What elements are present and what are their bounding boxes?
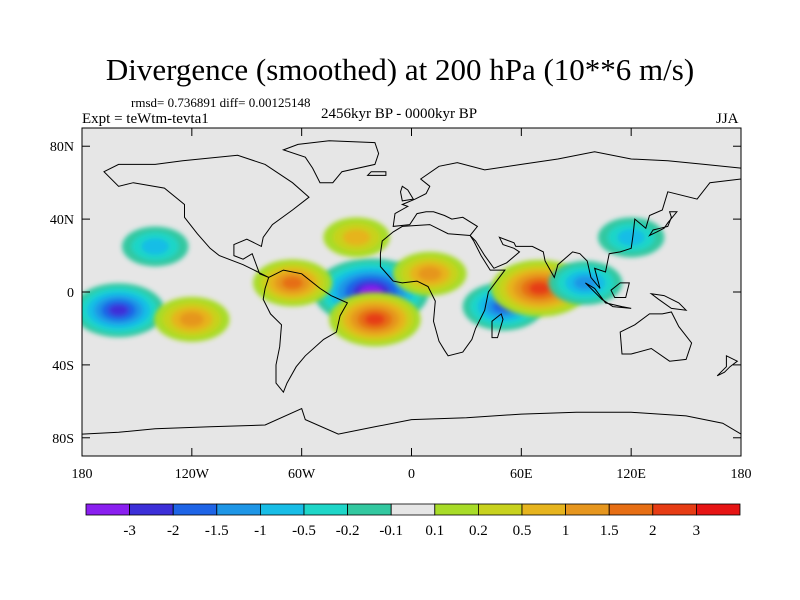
colorbar: -3 -2 -1.5 -1 -0.5 -0.2 -0.1 0.1 0.2 0.5 1 1.5 2 3 — [85, 503, 741, 539]
anomaly-11 — [122, 226, 189, 267]
coastline-iceland — [366, 171, 387, 176]
anomaly-core — [423, 269, 437, 278]
colorbar-box — [652, 503, 697, 516]
x-tick-label: 180 — [72, 467, 93, 482]
colorbar-label: 1 — [562, 523, 570, 539]
anomaly-core — [530, 283, 549, 294]
coastline-north-america — [103, 154, 310, 278]
colorbar-label: -3 — [123, 523, 136, 539]
colorbar-box — [85, 503, 130, 516]
colorbar-box — [347, 503, 392, 516]
coastline-new-zealand — [716, 354, 739, 377]
colorbar-box — [129, 503, 174, 516]
coastline-antarctica — [82, 407, 741, 435]
x-tick-label: 0 — [408, 467, 415, 482]
colorbar-box — [565, 503, 610, 516]
coastline-indonesia — [585, 282, 632, 309]
coastline-australia — [619, 311, 693, 362]
anomaly-7 — [393, 251, 467, 296]
y-axis: 80N 40N 0 40S 80S — [50, 140, 741, 447]
colorbar-box — [477, 503, 523, 516]
anomaly-5 — [253, 259, 333, 307]
coastline-africa — [379, 224, 506, 357]
coastline-south-america — [262, 269, 349, 394]
anomaly-core — [285, 278, 300, 288]
colorbar-label: 1.5 — [600, 523, 619, 539]
anomaly-core — [110, 305, 127, 316]
colorbar-label: 0.2 — [469, 523, 488, 539]
anomaly-9 — [323, 217, 390, 258]
x-tick-label: 120W — [175, 467, 210, 482]
colorbar-label: -1 — [254, 523, 267, 539]
experiment-label: Expt = teWtm-tevta1 — [82, 111, 209, 127]
colorbar-label: -1.5 — [205, 523, 229, 539]
chart-title: Divergence (smoothed) at 200 hPa (10**6 … — [105, 52, 695, 87]
colorbar-box — [216, 503, 261, 516]
coastline-new-guinea — [649, 293, 688, 311]
anomaly-core — [625, 233, 638, 241]
coastline-japan — [648, 211, 678, 237]
anomaly-4 — [329, 292, 421, 347]
anomaly-core — [350, 233, 363, 241]
anomaly-core — [185, 315, 199, 324]
x-tick-label: 120E — [616, 467, 646, 482]
coastline-madagascar — [491, 313, 504, 339]
colorbar-label: 0.5 — [513, 523, 532, 539]
colorbar-box — [696, 503, 741, 516]
colorbar-box — [303, 503, 348, 516]
colorbar-label: -2 — [167, 523, 180, 539]
stats-label: rmsd= 0.736891 diff= 0.00125148 — [131, 95, 311, 110]
colorbar-label: 0.1 — [425, 523, 444, 539]
anomaly-field — [82, 217, 665, 347]
anomaly-1 — [82, 283, 165, 338]
period-label: 2456kyr BP - 0000kyr BP — [321, 106, 478, 122]
anomaly-core — [149, 242, 162, 251]
colorbar-box — [521, 503, 566, 516]
x-axis: 180 120W 60W 0 60E 120E 180 — [72, 128, 752, 482]
colorbar-box — [434, 503, 479, 516]
y-tick-label: 80S — [52, 432, 74, 447]
coastline-eurasia — [392, 151, 741, 289]
colorbar-label: -0.5 — [292, 523, 316, 539]
y-tick-label: 80N — [50, 140, 74, 155]
colorbar-box — [172, 503, 218, 516]
coastline-borneo — [610, 282, 630, 298]
colorbar-label: -0.2 — [336, 523, 360, 539]
colorbar-label: 2 — [649, 523, 657, 539]
y-tick-label: 0 — [67, 286, 74, 301]
colorbar-box — [608, 503, 654, 516]
x-tick-label: 60E — [510, 467, 533, 482]
colorbar-box — [390, 503, 436, 516]
x-tick-label: 180 — [731, 467, 752, 482]
coastline-british-isles — [399, 185, 415, 202]
y-tick-label: 40S — [52, 359, 74, 374]
colorbar-label: -0.1 — [379, 523, 403, 539]
coastline-greenland — [281, 140, 380, 184]
anomaly-8 — [154, 296, 230, 342]
y-tick-label: 40N — [50, 213, 74, 228]
anomaly-3 — [597, 217, 665, 258]
colorbar-label: 3 — [693, 523, 701, 539]
coastlines — [82, 140, 741, 435]
season-label: JJA — [716, 111, 739, 127]
colorbar-box — [259, 503, 305, 516]
anomaly-core — [366, 314, 384, 325]
x-tick-label: 60W — [288, 467, 316, 482]
